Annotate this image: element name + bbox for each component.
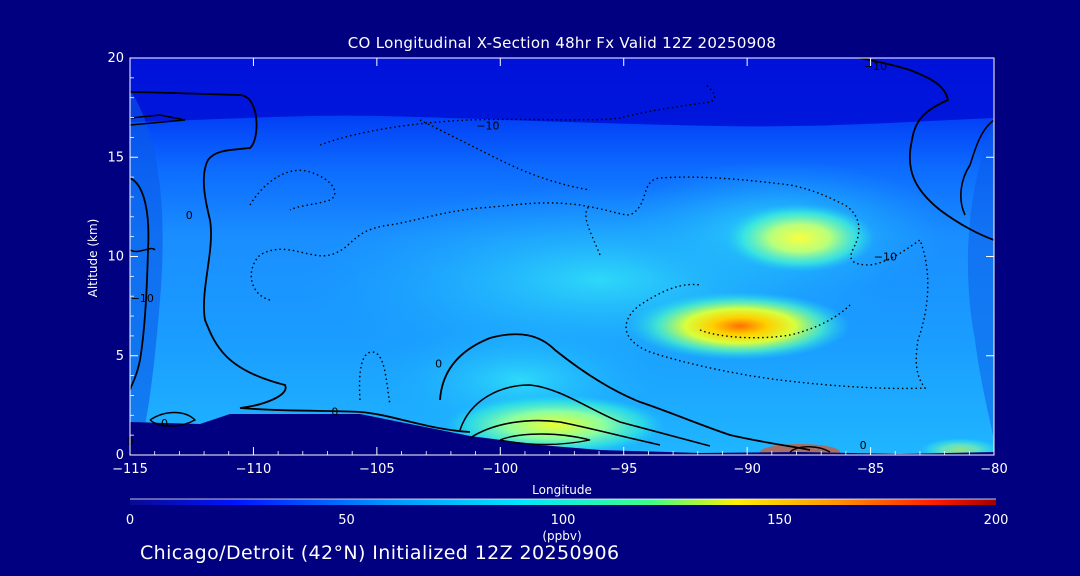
x-axis-label: Longitude [532,483,592,497]
contour-solid [459,384,711,447]
y-tick-label: 5 [116,349,124,364]
x-tick-label: −115 [112,462,148,477]
contour-solid [499,433,591,446]
contour-label: −10 [476,119,499,132]
y-tick-label: 10 [107,250,124,265]
contour-solid [859,58,994,241]
co-field [130,58,994,455]
contour-dotted [250,176,860,301]
colorbar-label: (ppbv) [542,529,581,543]
colorbar-ticks: 0 50 100 150 200 [126,513,1009,528]
contour-solid [130,114,186,126]
x-axis: −115 −110 −105 −100 −95 −90 −85 −80 [112,58,1008,477]
contour-solid [439,333,811,451]
contour-dotted [585,204,601,256]
x-tick-label: −100 [482,462,518,477]
contour-label: 0 [161,417,168,430]
contour-solid [469,419,661,446]
contour-label: 0 [435,358,442,371]
contour-solid [149,411,197,427]
y-axis-label: Altitude (km) [86,219,100,298]
contour-dotted [358,351,391,406]
contour-dotted [419,119,591,191]
colorbar-tick-label: 0 [126,513,134,528]
contour-label: −10 [131,292,154,305]
contour-solid [789,446,831,453]
x-tick-label: −105 [359,462,395,477]
contour-dotted [249,169,336,211]
chart-subtitle: Chicago/Detroit (42°N) Initialized 12Z 2… [140,542,620,564]
contour-label: −10 [874,251,897,264]
contour-solid [130,177,150,391]
x-tick-label: −80 [980,462,1007,477]
contour-solid [130,247,156,253]
colorbar-tick-label: 150 [767,513,792,528]
y-tick-label: 15 [107,150,124,165]
y-tick-label: 20 [107,51,124,66]
x-tick-label: −90 [733,462,760,477]
x-tick-label: −110 [236,462,272,477]
contour-solid [130,91,471,433]
x-tick-label: −95 [610,462,637,477]
contour-label: 0 [331,405,338,418]
contour-label: −10 [864,60,887,73]
colorbar-tick-label: 50 [338,513,355,528]
colorbar [130,499,996,505]
contour-lines [130,58,994,453]
y-axis: 0 5 10 15 20 [107,51,994,463]
contour-solid [960,119,994,216]
colorbar-tick-label: 200 [984,513,1009,528]
chart-title: CO Longitudinal X-Section 48hr Fx Valid … [347,34,777,52]
y-tick-label: 0 [116,448,124,463]
contour-label: 0 [860,439,867,452]
contour-dotted [625,238,929,390]
colorbar-tick-label: 100 [551,513,576,528]
contour-label: 0 [186,209,193,222]
x-tick-label: −85 [857,462,884,477]
contour-dotted [699,304,851,339]
